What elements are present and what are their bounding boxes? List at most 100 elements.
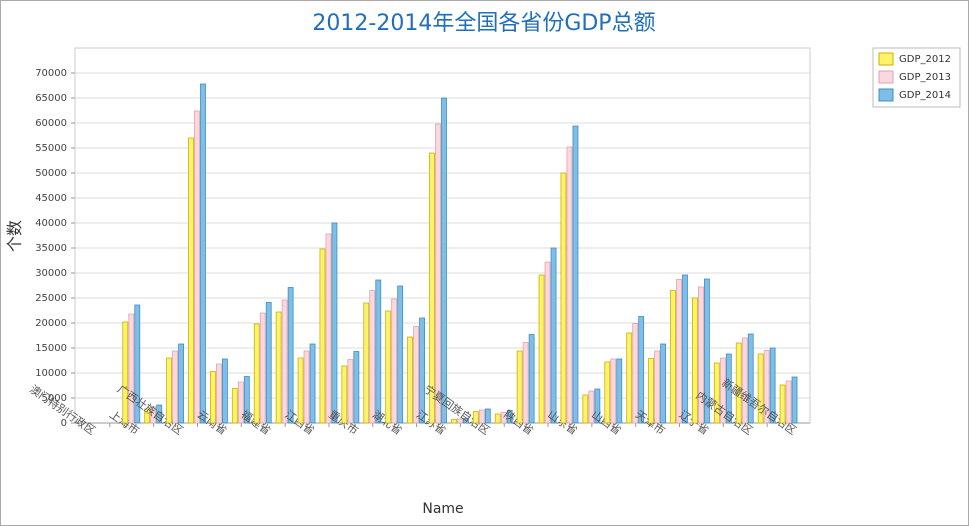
bar bbox=[265, 302, 272, 424]
bar bbox=[275, 311, 282, 424]
bar bbox=[435, 123, 441, 424]
bar bbox=[698, 286, 704, 424]
bar bbox=[243, 376, 250, 424]
bar bbox=[303, 350, 310, 424]
legend-swatch bbox=[878, 88, 894, 102]
bar bbox=[451, 419, 457, 424]
bar bbox=[638, 316, 645, 424]
bar bbox=[791, 376, 798, 424]
y-axis-label: 个数 bbox=[5, 220, 24, 252]
y-tick-label: 10000 bbox=[35, 368, 67, 379]
bar bbox=[692, 297, 698, 424]
bar bbox=[654, 350, 660, 424]
bar bbox=[150, 406, 157, 424]
bar bbox=[616, 358, 623, 424]
bar bbox=[210, 371, 216, 424]
bar bbox=[648, 358, 654, 424]
bar bbox=[363, 302, 370, 424]
bar bbox=[463, 418, 469, 424]
bar bbox=[375, 279, 382, 424]
bar bbox=[500, 412, 507, 424]
y-tick-label: 60000 bbox=[35, 118, 67, 129]
chart-title: 2012-2014年全国各省份GDP总额 bbox=[312, 11, 655, 36]
bar bbox=[544, 261, 551, 424]
bar bbox=[572, 125, 579, 424]
bar bbox=[588, 390, 595, 424]
bar bbox=[253, 323, 260, 424]
bar bbox=[178, 343, 184, 424]
bar bbox=[457, 418, 463, 424]
bar bbox=[757, 353, 764, 424]
bar bbox=[719, 357, 726, 424]
bar bbox=[522, 342, 529, 424]
bar bbox=[259, 312, 266, 424]
bar bbox=[353, 351, 360, 424]
bar bbox=[188, 137, 194, 424]
y-tick-label: 15000 bbox=[35, 343, 67, 354]
y-tick-label: 35000 bbox=[35, 243, 67, 254]
bar bbox=[566, 146, 573, 424]
bar bbox=[441, 97, 447, 424]
bar bbox=[331, 222, 338, 424]
bar bbox=[429, 152, 435, 424]
bar bbox=[494, 413, 501, 424]
bar bbox=[287, 287, 294, 424]
legend-label: GDP_2014 bbox=[899, 90, 951, 101]
bar bbox=[144, 408, 151, 424]
y-tick-label: 65000 bbox=[35, 93, 67, 104]
bar bbox=[747, 333, 754, 424]
bar bbox=[484, 408, 491, 424]
bar bbox=[231, 388, 238, 424]
bar bbox=[369, 290, 376, 424]
bar bbox=[763, 350, 770, 424]
bar bbox=[166, 357, 172, 424]
bar bbox=[391, 298, 398, 424]
bar bbox=[516, 350, 523, 424]
bar bbox=[397, 285, 404, 424]
y-tick-label: 50000 bbox=[35, 168, 67, 179]
bar bbox=[194, 110, 200, 424]
bar bbox=[582, 394, 589, 424]
bar bbox=[122, 321, 129, 424]
x-axis-label: Name bbox=[422, 501, 463, 517]
bar bbox=[413, 326, 419, 424]
bar bbox=[676, 279, 682, 424]
bar bbox=[670, 290, 676, 424]
bar bbox=[419, 317, 425, 424]
bar bbox=[309, 343, 316, 424]
bar bbox=[134, 304, 141, 424]
bar bbox=[682, 274, 688, 424]
y-tick-label: 55000 bbox=[35, 143, 67, 154]
bar bbox=[128, 313, 135, 424]
legend-swatch bbox=[878, 52, 894, 66]
y-tick-label: 25000 bbox=[35, 293, 67, 304]
bar bbox=[156, 404, 163, 424]
y-tick-label: 45000 bbox=[35, 193, 67, 204]
y-tick-label: 20000 bbox=[35, 318, 67, 329]
bar bbox=[347, 359, 354, 424]
bar bbox=[528, 334, 535, 424]
y-tick-label: 70000 bbox=[35, 68, 67, 79]
y-tick-label: 5000 bbox=[42, 393, 67, 404]
y-tick-label: 30000 bbox=[35, 268, 67, 279]
bar bbox=[626, 332, 633, 424]
bar bbox=[325, 233, 332, 424]
bar bbox=[741, 337, 748, 424]
bar bbox=[216, 363, 222, 424]
legend-swatch bbox=[878, 70, 894, 84]
bar bbox=[785, 380, 792, 424]
bar bbox=[319, 248, 326, 424]
bar bbox=[472, 411, 479, 424]
y-tick-label: 40000 bbox=[35, 218, 67, 229]
bar bbox=[779, 384, 786, 424]
bar bbox=[385, 310, 392, 424]
bar bbox=[632, 323, 639, 424]
bar bbox=[172, 350, 178, 424]
bar bbox=[725, 353, 732, 424]
legend-label: GDP_2013 bbox=[899, 72, 951, 83]
bar bbox=[704, 278, 710, 424]
bar bbox=[538, 274, 545, 424]
bar bbox=[713, 362, 720, 424]
bar bbox=[341, 365, 348, 424]
bar bbox=[660, 343, 666, 424]
